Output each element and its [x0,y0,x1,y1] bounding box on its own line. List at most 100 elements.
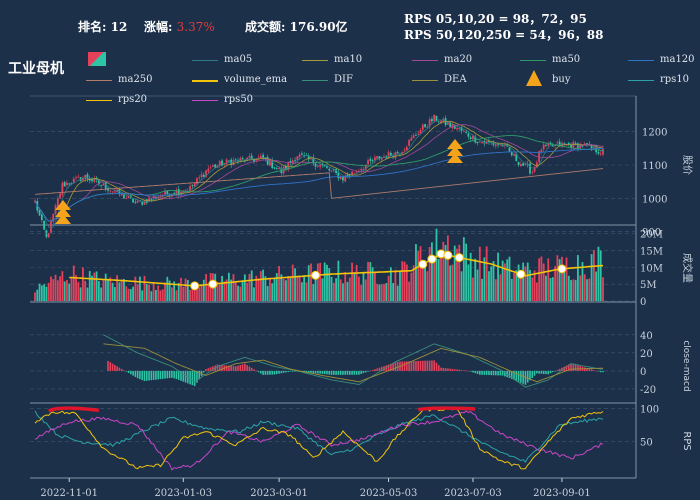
candle-body [529,163,531,174]
candle-body [275,168,278,170]
macd-bar [260,370,262,374]
price-tick-label: 1200 [642,128,667,139]
volume-bar [321,278,324,301]
volume-tick-label: 0 [640,297,646,308]
candle-body [408,139,411,146]
candle-body [369,159,372,161]
candle-body [93,178,96,183]
x-tick-label: 2023-05-03 [360,488,418,499]
candle-body [419,129,422,134]
macd-bar [171,370,173,378]
candle-body [230,159,233,166]
volume-bar [517,264,520,301]
candle-body [177,189,180,195]
volume-bar [488,271,490,301]
volume-bar [462,237,465,301]
macd-bar [285,370,287,373]
volume-bar [127,288,130,301]
volume-bar [150,291,153,301]
volume-bar [599,250,602,301]
volume-bar [540,256,543,301]
macd-bar [123,370,125,371]
volume-bar [570,280,572,301]
macd-bar [444,368,447,371]
candle-body [360,168,363,171]
dea-line [103,343,603,383]
candle-body [446,122,449,125]
volume-bar [510,278,513,301]
candle-body [426,127,429,128]
macd-bar [255,370,258,372]
candle-body [303,155,306,156]
volume-bar [269,278,271,301]
macd-bar [431,360,433,371]
candle-body [207,168,210,172]
macd-bar [602,370,604,373]
legend-label: rps20 [118,94,148,105]
volume-bar [572,279,575,301]
volume-bar [554,266,556,301]
volume-bar [595,271,598,301]
volume-bar [287,276,290,301]
macd-bar [358,370,360,375]
volume-bar [574,279,577,301]
candle-body [182,191,185,193]
candle-body [223,163,226,166]
price-tick-label: 900 [642,228,661,239]
volume-bar [173,281,176,301]
macd-bar [143,370,146,382]
candle-body [378,156,381,159]
buy-arrow [447,146,463,156]
volume-bar [237,285,239,301]
volume-bar [590,254,593,301]
macd-bar [166,370,169,379]
header-rps-short: RPS 05,10,20 = 98，72，95 [404,12,587,26]
candle-body [59,193,61,199]
macd-bar [367,370,369,372]
candle-body [47,233,50,238]
rps-tick-label: 100 [640,404,659,415]
volume-bar [79,287,82,301]
volume-bar [166,276,169,301]
candle-body [202,174,205,177]
candle-body [373,157,376,161]
volume-bar [273,277,276,301]
volume-bar [335,278,338,301]
volume-bar [535,282,538,301]
macd-bar [216,364,219,371]
volume-bar [259,271,262,301]
candle-body [159,195,162,197]
candle-body [417,133,420,135]
candle-body [513,154,515,156]
macd-bar [522,370,524,384]
volume-bar [435,228,438,301]
macd-bar [323,370,326,375]
legend-swatch [302,60,328,61]
volume-bar [524,266,527,301]
volume-bar [305,282,308,301]
candle-body [312,157,315,164]
candle-body [497,144,499,146]
candle-body [431,118,433,122]
candle-body [519,164,522,167]
volume-bar [433,256,436,301]
macd-bar [520,370,522,383]
macd-bar [132,370,134,376]
legend-swatch [628,80,654,81]
volume-bar [533,270,536,301]
macd-tick-label: 40 [640,331,653,342]
candle-body [488,140,490,143]
volume-bar [529,269,531,301]
macd-bar [479,370,481,375]
macd-bar [545,370,547,375]
volume-bar [385,283,388,301]
volume-bar [216,282,219,301]
volume-bar [403,261,406,301]
macd-bar [533,370,536,376]
volume-bar [161,289,164,301]
volume-tick-label: 15M [640,247,663,258]
volume-bar [364,279,367,301]
macd-bar [193,370,196,387]
volume-bar [392,283,395,301]
